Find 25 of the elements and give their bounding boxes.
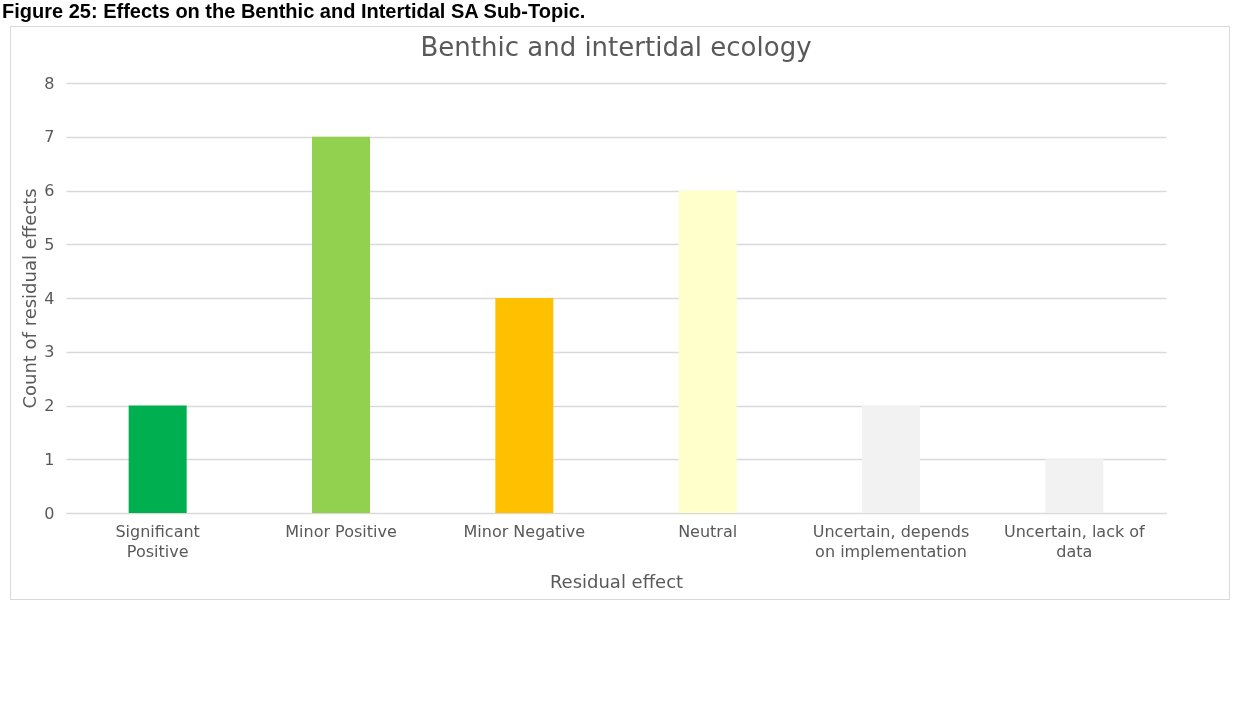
x-tick-label: Uncertain, lack of data bbox=[1003, 521, 1146, 561]
chart-title: Benthic and intertidal ecology bbox=[420, 32, 812, 62]
y-tick-label: 5 bbox=[44, 234, 55, 254]
x-axis-title: Residual effect bbox=[549, 570, 684, 592]
y-tick-label: 4 bbox=[44, 288, 55, 308]
bar bbox=[1045, 459, 1104, 513]
bar bbox=[495, 298, 554, 513]
y-tick-label: 8 bbox=[44, 73, 55, 93]
x-tick-label: Minor Positive bbox=[285, 521, 397, 541]
y-tick-label: 0 bbox=[44, 503, 55, 523]
bar bbox=[678, 190, 737, 513]
x-tick-label: Neutral bbox=[678, 521, 738, 541]
x-tick-label: Significant Positive bbox=[115, 521, 200, 561]
y-axis-title: Count of residual effects bbox=[19, 188, 41, 409]
x-tick-label: Uncertain, depends on implementation bbox=[812, 521, 970, 561]
y-tick-label: 1 bbox=[44, 449, 55, 469]
caption: Figure 25: Effects on the Benthic and Intertidal SA Sub-Topic. bbox=[1, 0, 587, 24]
bar bbox=[862, 405, 920, 513]
y-tick-label: 3 bbox=[44, 342, 55, 362]
y-tick-label: 6 bbox=[44, 181, 55, 200]
y-tick-label: 7 bbox=[44, 127, 55, 147]
x-tick-label: Minor Negative bbox=[463, 521, 586, 541]
bar bbox=[128, 405, 187, 513]
bar bbox=[312, 136, 370, 513]
y-tick-label: 2 bbox=[44, 396, 55, 415]
